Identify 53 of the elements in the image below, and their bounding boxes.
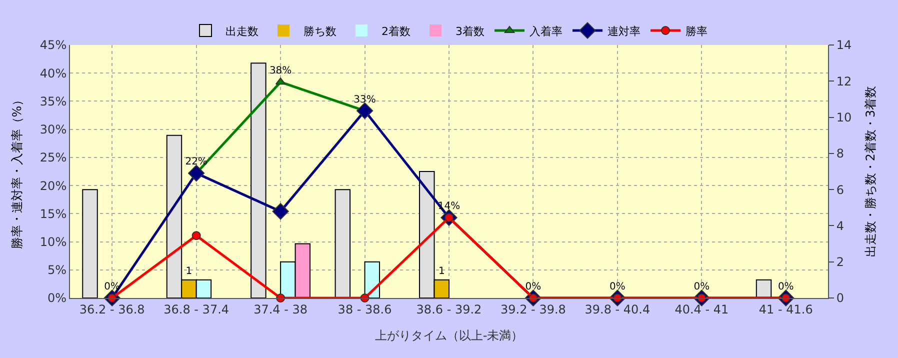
y2-tick-label: 12 bbox=[836, 74, 852, 88]
x-tick-label: 41 - 41.6 bbox=[758, 302, 813, 316]
x-tick-label: 39.2 - 39.8 bbox=[500, 302, 566, 316]
legend-label: 連対率 bbox=[608, 24, 640, 38]
x-tick-label: 36.8 - 37.4 bbox=[164, 302, 230, 316]
y2-tick-label: 14 bbox=[836, 38, 852, 52]
data-label: 0% bbox=[610, 282, 626, 292]
y2-axis-title: 出走数・勝ち数・2着数・3着数 bbox=[864, 86, 878, 258]
data-label: 0% bbox=[525, 282, 542, 292]
y-tick-label: 25% bbox=[40, 150, 67, 165]
bar bbox=[82, 189, 98, 298]
y2-tick-label: 6 bbox=[836, 182, 844, 197]
y2-tick-label: 10 bbox=[836, 110, 852, 124]
y-tick-label: 15% bbox=[40, 206, 67, 221]
y2-tick-label: 0 bbox=[836, 291, 844, 306]
y-tick-label: 45% bbox=[40, 38, 67, 52]
y-tick-label: 0% bbox=[48, 291, 67, 306]
legend-label: 2着数 bbox=[382, 24, 410, 38]
legend-label: 3着数 bbox=[456, 24, 484, 38]
point bbox=[192, 231, 201, 240]
x-tick-label: 39.8 - 40.4 bbox=[584, 302, 650, 316]
y-tick-label: 20% bbox=[40, 178, 67, 193]
y-tick-label: 30% bbox=[40, 122, 67, 137]
data-label: 1 bbox=[186, 266, 192, 277]
data-label: 33% bbox=[354, 94, 376, 106]
point bbox=[188, 164, 205, 182]
y2-tick-label: 2 bbox=[836, 255, 844, 270]
y-tick-label: 40% bbox=[40, 66, 67, 80]
x-tick-label: 38.6 - 39.2 bbox=[416, 302, 482, 316]
bar bbox=[334, 189, 351, 298]
data-label: 0% bbox=[778, 282, 794, 292]
y-tick-label: 5% bbox=[48, 263, 67, 278]
x-tick-label: 40.4 - 41 bbox=[674, 302, 729, 316]
x-tick-label: 37.4 - 38 bbox=[254, 302, 308, 316]
bar bbox=[250, 62, 266, 298]
data-label: 0% bbox=[694, 282, 710, 292]
legend-label: 出走数 bbox=[226, 24, 258, 38]
y-tick-label: 35% bbox=[40, 94, 67, 108]
point bbox=[356, 102, 374, 120]
x-axis-title: 上がりタイム（以上-未満） bbox=[374, 328, 524, 342]
y-axis-title: 勝率・連対率・入着率（%） bbox=[10, 94, 24, 250]
y-tick-label: 10% bbox=[40, 234, 67, 249]
y2-tick-label: 8 bbox=[836, 146, 844, 161]
y2-tick-label: 4 bbox=[836, 218, 844, 233]
x-tick-label: 36.2 - 36.8 bbox=[79, 302, 145, 316]
bar bbox=[756, 279, 772, 298]
legend-label: 勝率 bbox=[686, 24, 708, 38]
data-label: 1 bbox=[438, 266, 445, 277]
legend-label: 勝ち数 bbox=[304, 24, 336, 38]
legend-label: 入着率 bbox=[530, 24, 562, 38]
point bbox=[272, 203, 289, 220]
data-label: 38% bbox=[269, 66, 292, 77]
x-tick-label: 38 - 38.6 bbox=[338, 302, 392, 316]
